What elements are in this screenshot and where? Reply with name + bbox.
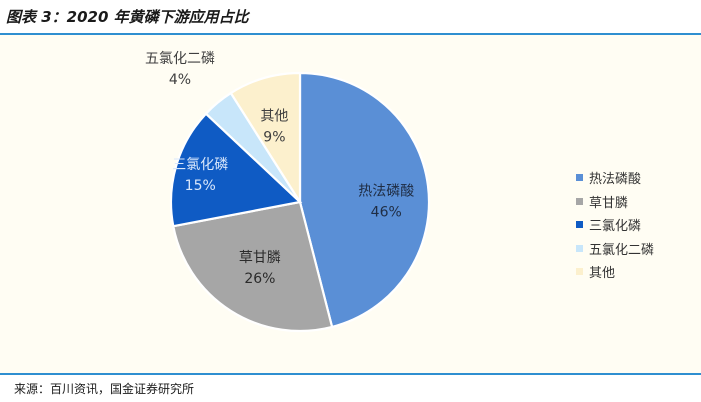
legend-item: 草甘膦 bbox=[576, 190, 654, 214]
legend-item: 三氯化磷 bbox=[576, 213, 654, 237]
source-note: 来源：百川资讯，国金证券研究所 bbox=[14, 382, 195, 396]
legend-item: 热法磷酸 bbox=[576, 166, 654, 190]
legend-label: 其他 bbox=[589, 266, 616, 282]
legend-label: 热法磷酸 bbox=[589, 172, 642, 188]
pie-slice bbox=[229, 71, 302, 206]
chart-legend: 热法磷酸草甘膦三氯化磷五氯化二磷其他 bbox=[576, 166, 654, 284]
slice-category-label: 五氯化二磷 bbox=[145, 51, 215, 67]
slice-value-label: 15% bbox=[185, 178, 216, 194]
slice-value-label: 46% bbox=[371, 205, 402, 221]
slice-value-label: 9% bbox=[263, 130, 285, 146]
pie-slice bbox=[169, 112, 303, 228]
title-divider bbox=[0, 33, 701, 35]
pie-slice bbox=[171, 200, 334, 333]
slice-value-label: 4% bbox=[169, 72, 191, 88]
legend-swatch bbox=[576, 244, 583, 252]
legend-label: 五氯化二磷 bbox=[589, 242, 655, 258]
slice-category-label: 草甘膦 bbox=[239, 250, 281, 266]
legend-swatch bbox=[576, 197, 583, 205]
legend-item: 五氯化二磷 bbox=[576, 237, 654, 261]
pie-chart: 热法磷酸 46% 草甘膦 26% 三氯化磷 15% 五氯化二磷 4% 其他 9% bbox=[145, 51, 431, 333]
legend-label: 三氯化磷 bbox=[589, 219, 642, 235]
legend-label: 草甘膦 bbox=[589, 195, 629, 211]
legend-item: 其他 bbox=[576, 260, 654, 284]
legend-swatch bbox=[576, 174, 583, 182]
chart-panel: 热法磷酸 46% 草甘膦 26% 三氯化磷 15% 五氯化二磷 4% 其他 9% 热法磷酸 草甘膦三… bbox=[0, 35, 701, 373]
slice-category-label: 其他 bbox=[260, 109, 288, 125]
pie-slice bbox=[298, 71, 431, 329]
slice-value-label: 26% bbox=[244, 271, 275, 287]
source-divider bbox=[0, 373, 701, 375]
slice-category-label: 热法磷酸 bbox=[358, 184, 414, 200]
legend-swatch bbox=[576, 221, 583, 229]
slice-category-label: 三氯化磷 bbox=[172, 157, 228, 173]
legend-swatch bbox=[576, 268, 583, 276]
chart-title: 图表 3：2020 年黄磷下游应用占比 bbox=[6, 8, 249, 26]
